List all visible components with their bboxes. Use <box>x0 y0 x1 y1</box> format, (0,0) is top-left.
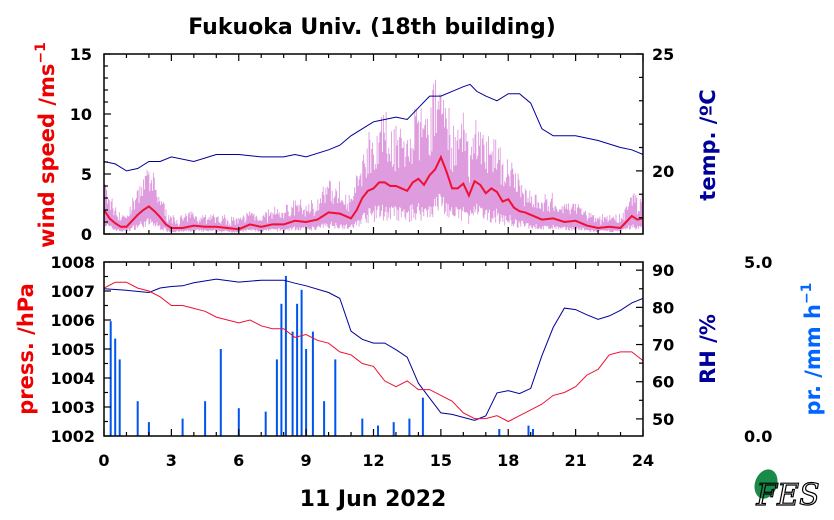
pressure-tick-labels: 1008 1007 1006 1005 1004 1003 1002 <box>50 253 95 446</box>
tick-label: 5.0 <box>744 253 772 272</box>
precipitation-bar <box>204 401 207 436</box>
precipitation-bar <box>300 289 303 436</box>
pressure-line <box>103 281 644 423</box>
tick-label: 70 <box>652 336 674 355</box>
tick-label: 20 <box>652 162 674 181</box>
bottom-plot-frame <box>103 261 644 437</box>
precipitation-bar <box>361 418 364 436</box>
precipitation-bar <box>264 411 267 436</box>
wind-speed-tick-labels: 15 10 5 0 <box>70 45 92 244</box>
top-panel: 15 10 5 0 25 20 <box>70 45 675 244</box>
tick-label: 3 <box>166 451 177 470</box>
tick-label: 0.0 <box>744 427 772 446</box>
tick-label: 0 <box>98 451 109 470</box>
precipitation-bars <box>109 275 534 436</box>
tick-label: 10 <box>70 105 92 124</box>
humidity-axis-label: RH /% <box>696 314 720 384</box>
fes-logo: FES <box>754 469 820 514</box>
top-tick-marks <box>103 53 644 235</box>
precipitation-bar <box>275 359 278 436</box>
precipitation-bar <box>408 418 411 436</box>
tick-label: 18 <box>497 451 519 470</box>
wind-speed-axis-label: wind speed /ms−1 <box>33 42 59 248</box>
tick-label: 25 <box>652 45 674 64</box>
precipitation-tick-labels: 5.0 0.0 <box>744 253 772 446</box>
chart-title: Fukuoka Univ. (18th building) <box>188 15 556 40</box>
pressure-axis-label: press. /hPa <box>14 283 38 415</box>
tick-label: 24 <box>632 451 654 470</box>
bottom-series-group <box>103 278 644 423</box>
humidity-tick-labels: 90 80 70 60 50 <box>652 261 674 429</box>
tick-label: 15 <box>70 45 92 64</box>
logo-lettering: FES <box>755 478 819 513</box>
tick-label: 12 <box>362 451 384 470</box>
precipitation-bar <box>334 359 337 436</box>
tick-label: 1007 <box>50 282 95 301</box>
wind-gust-range <box>103 79 644 233</box>
precipitation-bar <box>284 275 287 436</box>
temperature-tick-labels: 25 20 <box>652 45 674 181</box>
bottom-tick-marks <box>103 261 644 437</box>
precipitation-bar <box>136 401 139 436</box>
tick-label: 6 <box>233 451 244 470</box>
precipitation-bar <box>311 331 314 436</box>
wind-speed-line <box>103 154 644 231</box>
date-label: 11 Jun 2022 <box>300 487 447 512</box>
precipitation-bar <box>377 425 379 436</box>
tick-label: 60 <box>652 373 674 392</box>
precipitation-bar <box>498 429 501 436</box>
precipitation-bar <box>323 401 326 436</box>
tick-label: 1002 <box>50 427 95 446</box>
tick-label: 1005 <box>50 340 95 359</box>
precipitation-bar <box>280 303 283 436</box>
precipitation-bar <box>237 408 240 436</box>
precipitation-bar <box>219 349 222 436</box>
precipitation-bar <box>114 338 117 436</box>
tick-label: 1006 <box>50 311 95 330</box>
tick-label: 21 <box>564 451 586 470</box>
precipitation-bar <box>527 425 530 436</box>
precipitation-bar <box>392 422 395 436</box>
precipitation-bar <box>532 429 534 436</box>
precipitation-bar <box>181 418 184 436</box>
precipitation-bar <box>118 359 121 436</box>
precipitation-bar <box>421 397 424 436</box>
tick-label: 9 <box>301 451 312 470</box>
precipitation-axis-label: pr. /mm h−1 <box>799 283 825 416</box>
tick-label: 1004 <box>50 369 95 388</box>
temperature-line <box>103 83 644 172</box>
tick-label: 0 <box>81 225 92 244</box>
humidity-line <box>103 278 644 421</box>
tick-label: 1008 <box>50 253 95 272</box>
tick-label: 50 <box>652 410 674 429</box>
precipitation-bar <box>147 422 150 436</box>
leaf-icon <box>754 469 778 499</box>
tick-label: 15 <box>430 451 452 470</box>
precipitation-bar <box>296 303 299 436</box>
tick-label: 5 <box>81 165 92 184</box>
temperature-axis-label: temp. /ºC <box>696 89 720 200</box>
precipitation-bar <box>291 331 294 436</box>
precipitation-bar <box>305 349 308 436</box>
tick-label: 90 <box>652 261 674 280</box>
top-series-group <box>103 83 644 231</box>
tick-label: 80 <box>652 298 674 317</box>
tick-label: 1003 <box>50 398 95 417</box>
hour-tick-labels: 0 3 6 9 12 15 18 21 24 <box>98 451 654 470</box>
wind-gust-band <box>103 79 644 233</box>
